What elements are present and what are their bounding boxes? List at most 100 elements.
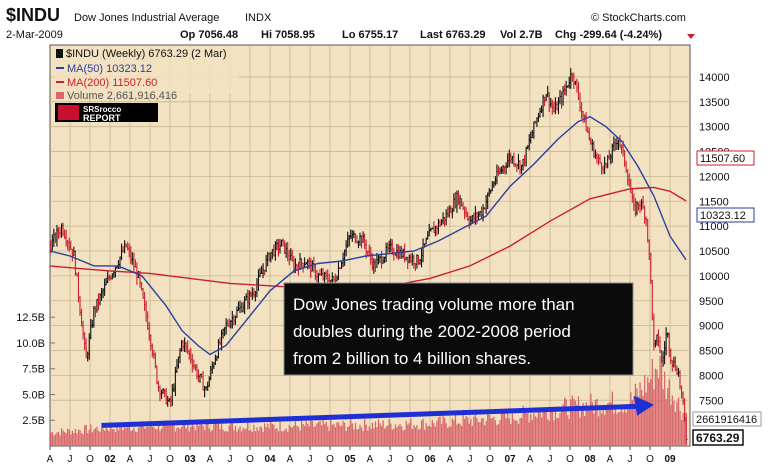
volume-bar [633, 396, 635, 446]
price-tick-label: 11000 [699, 221, 729, 233]
volume-bar [596, 399, 598, 446]
volume-bar [607, 403, 609, 446]
volume-bar [494, 420, 497, 446]
volume-bar [340, 426, 343, 446]
volume-bar [265, 426, 267, 446]
volume-bar [199, 420, 201, 446]
volume-bar [291, 427, 294, 446]
header-last: Last 6763.29 [420, 29, 485, 41]
volume-bar [222, 429, 224, 446]
time-tick-label: A [527, 454, 534, 465]
time-tick-label: O [326, 454, 334, 465]
volume-bar [65, 433, 67, 446]
volume-bar [524, 408, 526, 446]
volume-bar [425, 422, 427, 446]
header-open: Op 7056.48 [180, 29, 238, 41]
volume-bar [505, 418, 507, 446]
volume-bar [548, 420, 550, 446]
volume-bar [207, 420, 209, 446]
time-tick-label: 05 [344, 454, 356, 465]
volume-bar [453, 420, 455, 446]
volume-bar [616, 413, 618, 446]
header-symbol: $INDU [6, 5, 60, 25]
volume-bar [182, 423, 184, 446]
annotation-line-1: Dow Jones trading volume more than [293, 295, 575, 314]
header-exchange: INDX [245, 12, 272, 24]
price-badge-text: 6763.29 [696, 431, 740, 445]
volume-bar [142, 421, 144, 446]
volume-bar [322, 419, 324, 446]
time-tick-label: A [367, 454, 374, 465]
volume-bar [433, 423, 435, 446]
volume-bar [210, 431, 212, 446]
volume-tick-label: 12.5B [16, 312, 45, 324]
volume-bar [188, 431, 190, 446]
volume-bar [102, 428, 104, 446]
volume-bar [359, 424, 361, 446]
volume-bar [491, 418, 494, 446]
volume-bar [165, 420, 167, 446]
volume-bar [273, 424, 275, 446]
volume-bar [62, 430, 64, 446]
price-tick-label: 7500 [699, 395, 723, 407]
volume-bar [153, 427, 155, 446]
volume-bar [430, 426, 432, 446]
volume-bar [437, 417, 440, 446]
volume-bar [91, 432, 94, 446]
volume-bar [622, 412, 624, 446]
volume-bar [577, 396, 580, 446]
legend-ma50: MA(50) 10323.12 [67, 63, 152, 75]
volume-bar [554, 406, 557, 446]
volume-bar [285, 428, 287, 446]
volume-bar [442, 415, 444, 446]
volume-bar [282, 431, 284, 446]
header-change: Chg -299.64 (-4.24%) [555, 29, 662, 41]
volume-bar [537, 411, 540, 446]
volume-bar [80, 433, 83, 446]
logo-line2: REPORT [83, 113, 121, 123]
volume-bar [424, 429, 426, 446]
volume-bar [536, 417, 538, 446]
volume-bar [176, 427, 178, 446]
price-layer [49, 68, 688, 445]
volume-bar [519, 418, 521, 446]
volume-bar [673, 400, 675, 446]
volume-bar [373, 428, 375, 446]
volume-bar [262, 432, 264, 446]
volume-bar [154, 429, 157, 446]
volume-bar [277, 431, 280, 446]
volume-bar [527, 413, 529, 446]
volume-bar [82, 434, 84, 446]
volume-bar [156, 429, 158, 446]
volume-bar [360, 427, 363, 446]
volume-bar [59, 435, 61, 446]
legend-volume: Volume 2,661,916,416 [67, 90, 177, 102]
volume-bar [264, 423, 266, 446]
volume-bar [71, 430, 74, 446]
volume-bar [124, 425, 126, 446]
volume-bar [374, 421, 377, 446]
volume-bar [582, 402, 584, 446]
volume-bar [533, 413, 535, 446]
volume-bar [316, 423, 318, 446]
volume-bar [247, 422, 249, 446]
volume-bar [147, 426, 149, 446]
volume-layer [50, 355, 687, 446]
volume-bar [573, 398, 575, 446]
volume-bar [479, 422, 481, 446]
volume-bar [297, 426, 300, 446]
volume-bar [56, 432, 58, 446]
volume-bar [476, 417, 478, 446]
ma50-badge-text: 10323.12 [700, 210, 746, 222]
volume-bar [319, 420, 321, 446]
volume-bar [107, 429, 109, 446]
volume-bar [500, 410, 503, 446]
volume-bar [228, 425, 230, 446]
time-tick-label: A [607, 454, 614, 465]
header-source: © StockCharts.com [591, 12, 686, 24]
volume-bar [290, 426, 292, 446]
trend-arrow-layer [101, 395, 654, 428]
volume-bar [287, 431, 289, 446]
time-tick-label: A [207, 454, 214, 465]
volume-bar [405, 420, 407, 446]
